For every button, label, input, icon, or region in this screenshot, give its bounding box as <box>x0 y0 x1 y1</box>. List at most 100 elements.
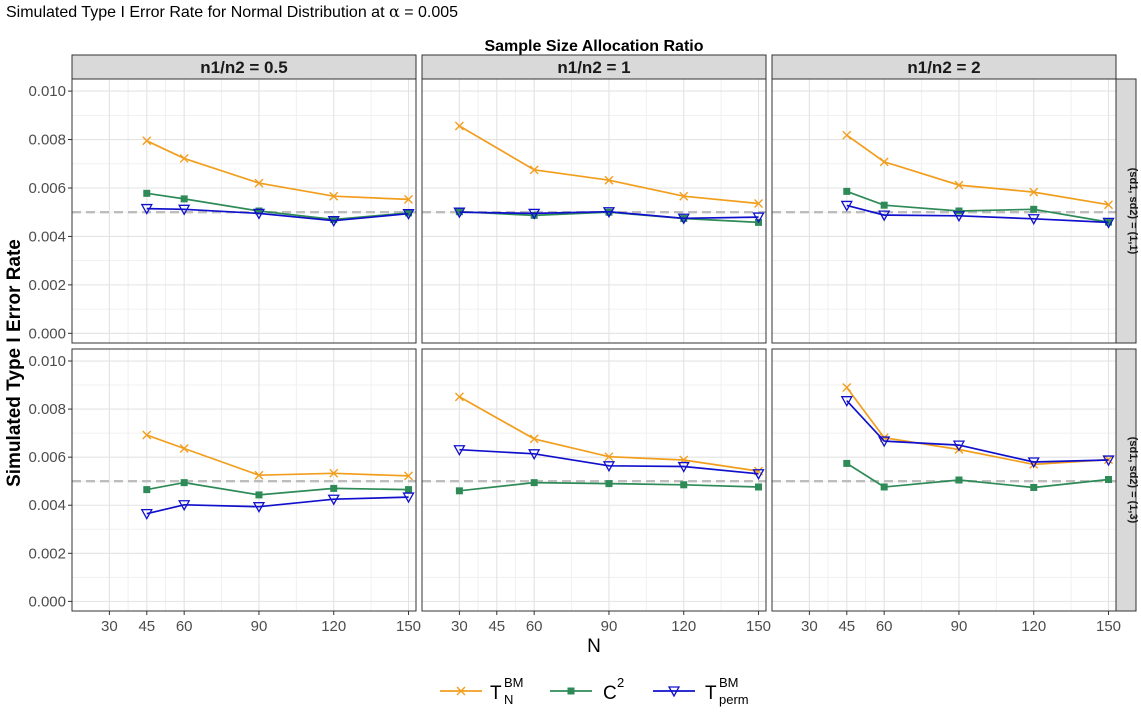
data-point <box>143 189 151 197</box>
legend-label-superscript: BM <box>504 675 524 690</box>
data-point <box>677 461 690 473</box>
series-group <box>140 492 415 520</box>
data-point <box>528 208 541 220</box>
data-point <box>330 215 338 223</box>
data-point <box>954 180 964 190</box>
data-point <box>455 208 463 216</box>
panel-background <box>772 349 1116 611</box>
x-tick-label: 45 <box>138 618 155 635</box>
data-point <box>178 204 191 216</box>
data-point <box>602 207 616 219</box>
legend-item: C2 <box>550 675 624 704</box>
data-point <box>752 212 765 224</box>
x-tick-label: 60 <box>526 618 543 635</box>
panel-border <box>71 348 417 612</box>
data-point <box>1027 457 1040 469</box>
data-point <box>454 392 464 402</box>
series-line <box>146 207 409 222</box>
data-point <box>405 209 413 217</box>
data-point <box>254 470 264 480</box>
series-group <box>143 189 413 223</box>
data-point <box>179 444 189 454</box>
data-point <box>529 165 539 175</box>
data-point <box>453 207 466 219</box>
data-point <box>178 500 191 512</box>
series-line <box>146 496 409 515</box>
data-point <box>1030 205 1038 213</box>
series-line <box>459 210 759 220</box>
row-strip-label: (sd1, sd2) = (1,1) <box>1127 168 1139 255</box>
series-group <box>453 445 765 481</box>
data-point <box>1030 483 1038 491</box>
data-point <box>843 459 851 467</box>
data-point <box>880 201 888 209</box>
data-point <box>254 178 264 188</box>
data-point <box>140 203 153 215</box>
data-point <box>1104 455 1114 465</box>
series-line <box>846 400 1109 463</box>
data-point <box>602 461 616 473</box>
x-tick-label: 90 <box>251 618 268 635</box>
y-axis-label: Simulated Type I Error Rate <box>4 239 25 487</box>
legend-label-subscript: perm <box>719 692 749 707</box>
x-tick-label: 45 <box>488 618 505 635</box>
data-point <box>605 480 613 488</box>
data-point <box>143 486 151 494</box>
series-group <box>843 459 1113 491</box>
data-point <box>878 436 891 448</box>
series-line <box>459 448 759 475</box>
y-tick-label: 0.010 <box>28 83 66 100</box>
x-tick-label: 150 <box>396 618 421 635</box>
panel-background <box>772 79 1116 343</box>
panel-border <box>771 348 1117 612</box>
legend-label-subscript: N <box>504 692 513 707</box>
data-point <box>252 208 266 220</box>
chart-title: Simulated Type I Error Rate for Normal D… <box>6 2 458 21</box>
column-strip <box>71 54 417 80</box>
data-point <box>679 191 689 201</box>
data-point <box>680 481 688 489</box>
series-group <box>142 136 414 204</box>
series-group <box>455 479 763 495</box>
series-group <box>843 187 1113 226</box>
legend-item: TBM perm <box>653 675 749 707</box>
data-point <box>456 686 466 696</box>
y-tick-label: 0.000 <box>28 325 66 342</box>
x-tick-label: 120 <box>671 618 696 635</box>
data-point <box>255 491 263 499</box>
data-point <box>1027 214 1040 226</box>
legend-label-superscript: BM <box>719 675 739 690</box>
facet-panel <box>71 348 417 612</box>
data-point <box>142 430 152 440</box>
data-point <box>255 207 263 215</box>
data-point <box>667 686 681 698</box>
x-tick-label: 30 <box>101 618 118 635</box>
data-point <box>402 492 415 504</box>
data-point <box>752 469 765 481</box>
data-point <box>879 157 889 167</box>
series-group <box>840 200 1115 229</box>
series-group <box>454 121 764 208</box>
data-point <box>329 468 339 478</box>
column-strip-label: n1/n2 = 1 <box>557 58 630 77</box>
data-point <box>455 487 463 495</box>
data-point <box>1105 476 1113 484</box>
data-point <box>528 449 541 461</box>
data-point <box>567 687 575 695</box>
data-point <box>840 396 853 408</box>
y-tick-label: 0.000 <box>28 593 66 610</box>
data-point <box>677 213 690 225</box>
data-point <box>529 434 539 444</box>
panel-border <box>771 78 1117 344</box>
data-point <box>327 216 340 228</box>
data-point <box>180 195 188 203</box>
x-tick-label: 120 <box>321 618 346 635</box>
x-tick-label: 150 <box>746 618 771 635</box>
y-tick-label: 0.002 <box>28 545 66 562</box>
data-point <box>404 194 414 204</box>
x-tick-label: 60 <box>176 618 193 635</box>
x-axis-label: N <box>587 636 601 657</box>
data-point <box>530 211 538 219</box>
